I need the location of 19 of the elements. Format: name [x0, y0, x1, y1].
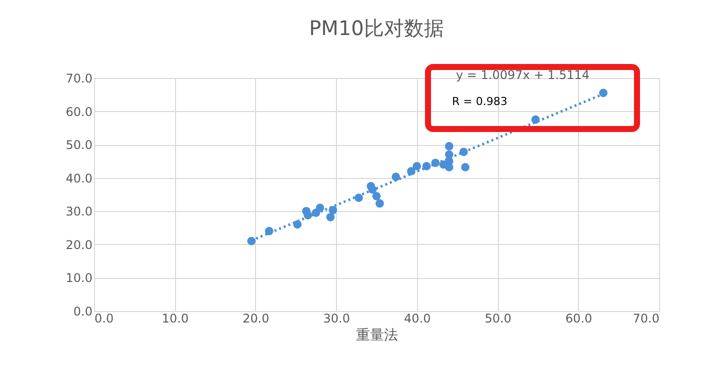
x-tick-label: 70.0 [632, 312, 660, 326]
x-tick-label: 60.0 [565, 312, 592, 326]
y-tick-label: 50.0 [66, 138, 92, 152]
x-tick-label: 50.0 [484, 312, 512, 326]
y-tick-label: 70.0 [66, 72, 92, 86]
x-axis-title: 重量法 [356, 328, 398, 344]
x-tick-label: 40.0 [404, 312, 431, 326]
y-tick-label: 20.0 [66, 238, 92, 252]
annotation: y = 1.0097x + 1.5114 [456, 68, 590, 82]
y-tick-label: 60.0 [66, 104, 92, 119]
y-tick-label: 10.0 [66, 271, 92, 286]
chart-title: PM10比对数据 [309, 16, 444, 40]
y-tick-label: 40.0 [66, 171, 92, 186]
x-tick-label: 30.0 [323, 312, 350, 326]
annotation: R = 0.983 [452, 95, 508, 108]
x-tick-label: 0.0 [94, 312, 114, 326]
x-tick-label: 20.0 [242, 312, 270, 326]
x-tick-label: 10.0 [162, 312, 189, 326]
y-tick-label: 30.0 [66, 204, 92, 219]
